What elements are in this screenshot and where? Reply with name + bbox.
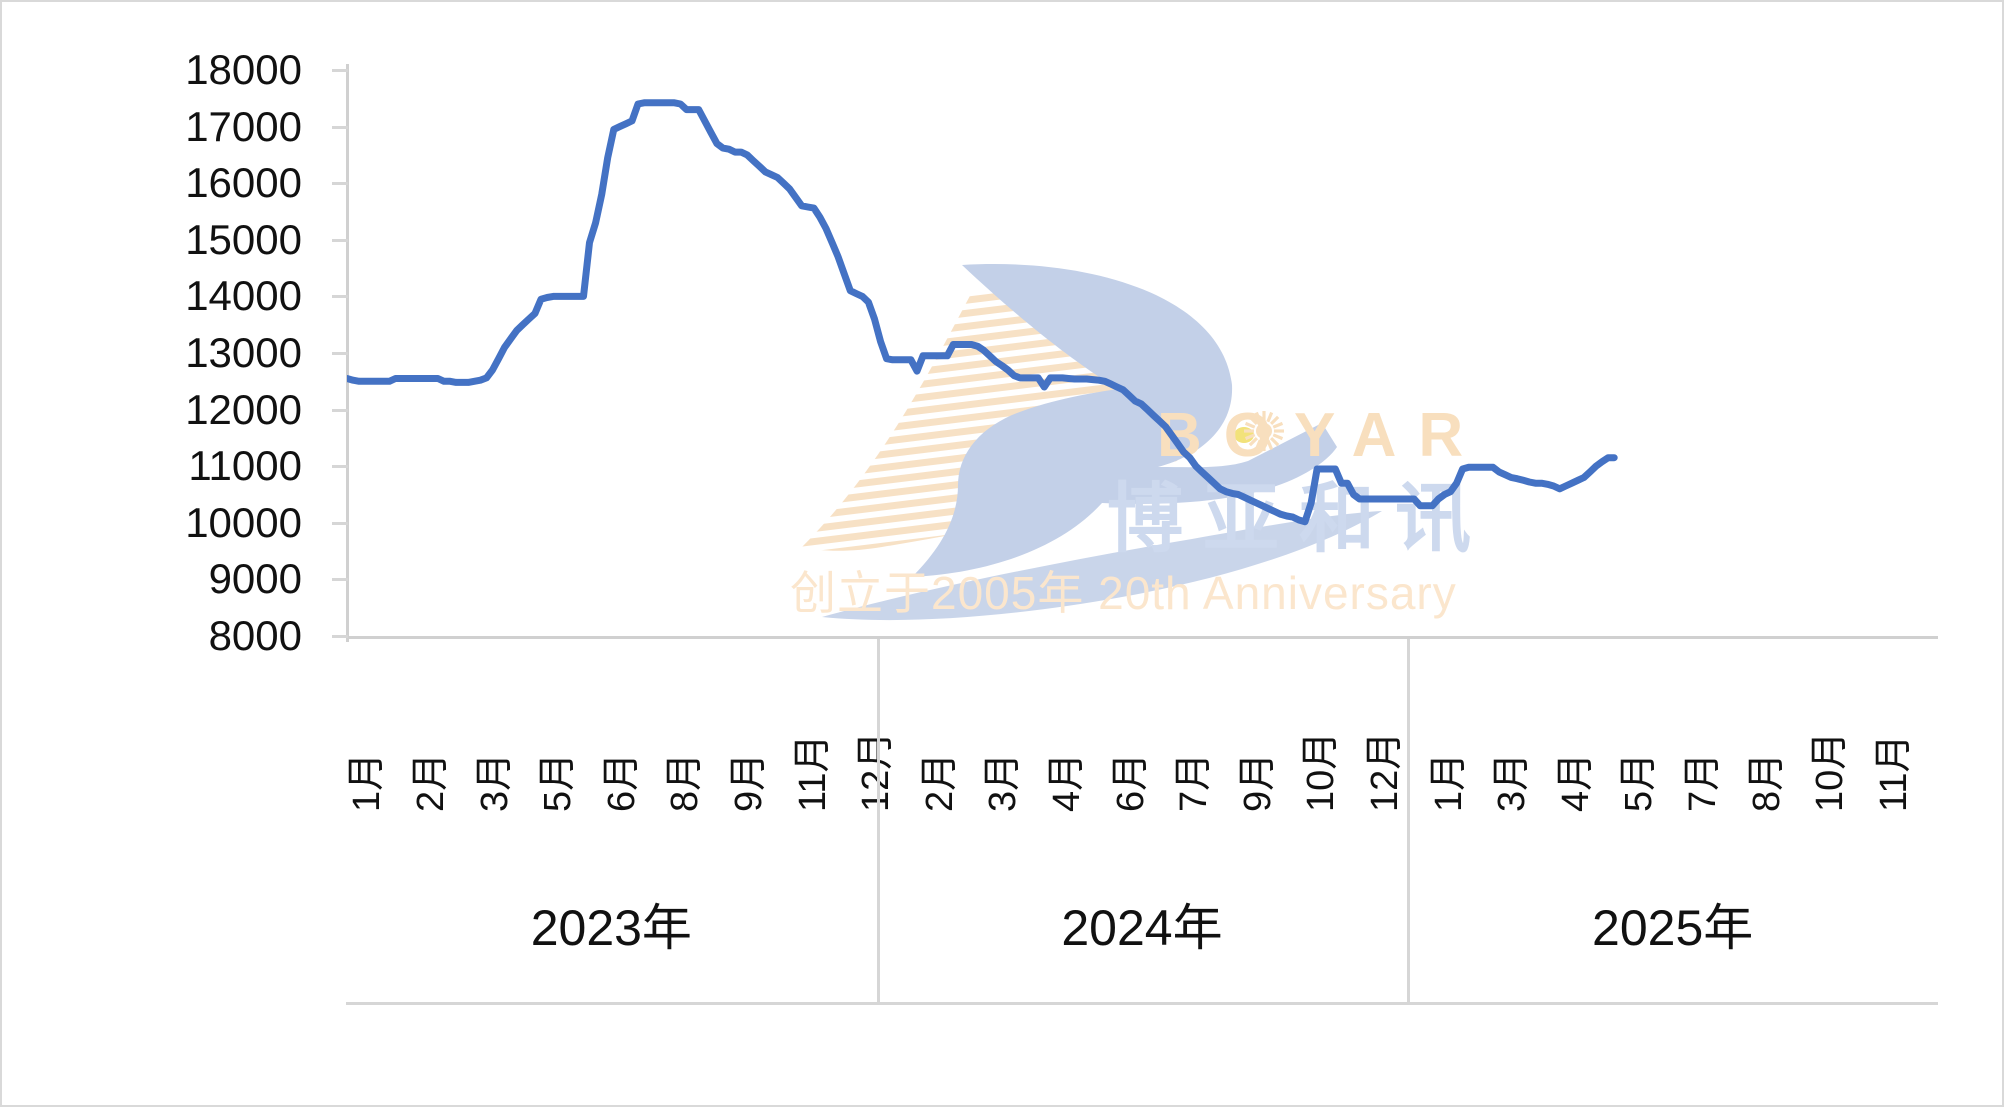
x-month-label: 7月	[1173, 752, 1216, 812]
y-tick-mark	[332, 521, 348, 525]
x-month-label: 11月	[1872, 734, 1915, 812]
y-tick-label: 10000	[185, 498, 302, 546]
y-axis-tick-labels: 18000 17000 16000 15000 14000 13000 12000 11000…	[102, 42, 302, 657]
year-label: 2024年	[1061, 900, 1223, 956]
x-month-label: 1月	[1427, 752, 1470, 812]
y-tick-mark	[332, 635, 348, 638]
y-tick-label: 12000	[185, 385, 302, 433]
x-month-label: 10月	[1300, 731, 1343, 812]
x-axis-month-labels: 1月2月3月5月6月8月9月11月12月2月3月4月6月7月9月10月12月1月…	[346, 647, 1937, 812]
y-tick-label: 9000	[208, 555, 302, 603]
x-month-label: 4月	[1554, 752, 1597, 812]
x-month-label: 3月	[982, 752, 1025, 812]
year-separator-upper	[876, 639, 880, 844]
x-month-label: 4月	[1046, 752, 1089, 812]
y-tick-mark	[332, 352, 348, 355]
year-separator-upper	[1407, 639, 1411, 844]
plot-area	[347, 70, 1937, 636]
y-tick-mark	[332, 182, 348, 186]
x-month-label: 2月	[410, 752, 453, 812]
y-tick-label: 17000	[185, 102, 302, 150]
y-tick-label: 15000	[185, 215, 302, 263]
x-month-label: 10月	[1809, 731, 1852, 812]
year-label: 2023年	[530, 900, 692, 956]
y-tick-mark	[332, 465, 348, 469]
x-axis-year-band: 2023年 2024年 2025年	[346, 844, 1938, 1004]
watermark-tagline: 创立于2005年 20th Anniversary	[790, 567, 1457, 619]
watermark-brand-en: BOYAR	[1157, 401, 1486, 470]
x-month-label: 9月	[728, 752, 771, 812]
year-label: 2025年	[1592, 900, 1754, 956]
y-axis-title: 鱼粉价格，元/吨	[38, 0, 98, 62]
y-tick-label: 8000	[208, 612, 302, 659]
y-tick-label: 13000	[185, 329, 302, 376]
x-month-label: 9月	[1236, 752, 1279, 812]
x-month-label: 8月	[1745, 752, 1788, 812]
y-tick-label: 16000	[185, 159, 302, 207]
year-separator	[1407, 844, 1411, 1004]
price-line-series	[347, 99, 1618, 526]
x-month-label: 3月	[473, 752, 516, 812]
x-month-label: 1月	[346, 752, 389, 812]
y-tick-label: 18000	[185, 46, 302, 93]
y-tick-mark	[332, 125, 348, 129]
x-month-label: 5月	[537, 752, 580, 812]
sun-burst-icon	[1244, 411, 1284, 451]
x-month-label: 8月	[664, 752, 707, 812]
y-tick-mark	[332, 578, 348, 582]
x-month-label: 7月	[1682, 752, 1725, 812]
y-tick-mark	[332, 295, 348, 299]
y-tick-mark	[332, 408, 348, 412]
year-band-bottom-line	[346, 1002, 1938, 1005]
y-tick-label: 11000	[188, 442, 302, 490]
y-tick-mark	[332, 69, 348, 72]
y-tick-label: 14000	[185, 272, 302, 320]
x-month-label: 3月	[1491, 752, 1534, 812]
x-month-label: 2月	[918, 752, 961, 812]
year-separator	[876, 844, 880, 1004]
y-tick-mark	[332, 238, 348, 242]
x-month-label: 12月	[1364, 731, 1407, 812]
x-month-label: 6月	[1109, 752, 1152, 812]
x-month-label: 6月	[600, 752, 643, 812]
x-axis-line	[346, 636, 1938, 639]
x-month-label: 11月	[791, 734, 834, 812]
x-month-label: 5月	[1618, 752, 1661, 812]
